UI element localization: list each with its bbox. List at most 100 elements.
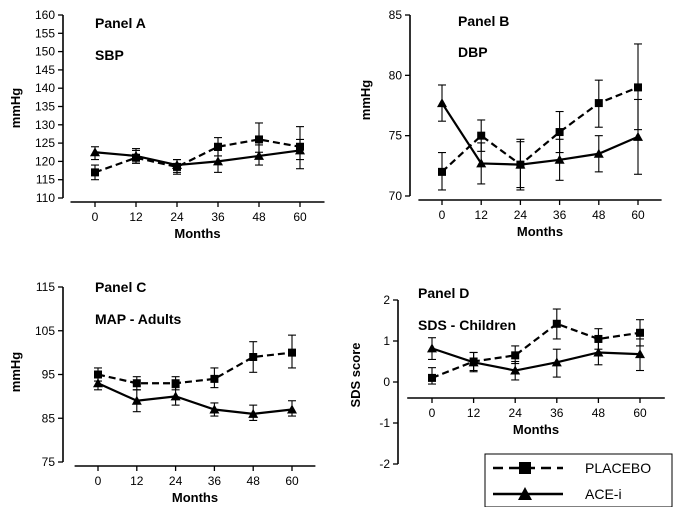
- y-tick-label: 155: [35, 26, 55, 40]
- panel-measure: SBP: [95, 47, 124, 63]
- panel-label: Panel D: [418, 285, 469, 301]
- data-point-square: [91, 168, 99, 177]
- x-tick-label: 60: [631, 208, 645, 222]
- y-tick-label: 150: [35, 45, 55, 59]
- data-point-square: [94, 370, 102, 379]
- legend-marker-square: [519, 462, 531, 474]
- x-tick-label: 24: [169, 474, 183, 488]
- y-tick-label: 85: [389, 8, 403, 22]
- data-point-triangle: [93, 378, 103, 388]
- data-point-square: [594, 99, 603, 108]
- series-line: [94, 138, 301, 174]
- x-tick-label: 12: [130, 474, 144, 488]
- chart-panel-0: 110 115 120 125 130 135 140 145 150 155 160 0 12 24 36…: [8, 8, 325, 241]
- legend: PLACEBO ACE-i: [484, 453, 673, 507]
- x-tick-label: 0: [439, 208, 446, 222]
- y-tick-label: 125: [35, 136, 55, 150]
- y-tick-label: 135: [35, 100, 55, 114]
- panel-measure: SDS - Children: [418, 317, 516, 333]
- panel-measure: DBP: [458, 44, 488, 60]
- y-tick-label: 95: [42, 368, 56, 382]
- panel-label: Panel C: [95, 279, 146, 295]
- x-axis-label: Months: [174, 226, 220, 241]
- x-tick-label: 12: [129, 210, 143, 224]
- x-tick-label: 60: [293, 210, 307, 224]
- data-point-triangle: [295, 145, 305, 155]
- series-line: [431, 322, 641, 379]
- x-axis-label: Months: [172, 490, 218, 505]
- chart-panel-1: 70 75 80 85 0 12 24 36 48 60 Months mmHg Panel B DBP: [358, 8, 662, 239]
- data-point-triangle: [554, 154, 565, 164]
- y-tick-label: 140: [35, 81, 55, 95]
- data-point-triangle: [510, 365, 521, 375]
- x-tick-label: 0: [95, 474, 102, 488]
- series-line: [431, 347, 641, 372]
- legend-label: ACE-i: [585, 486, 622, 502]
- y-tick-label: 0: [383, 375, 390, 389]
- x-tick-label: 36: [208, 474, 222, 488]
- series-line: [441, 86, 639, 173]
- data-point-triangle: [633, 131, 643, 141]
- y-axis-label: mmHg: [358, 80, 373, 121]
- panel-measure: MAP - Adults: [95, 311, 182, 327]
- y-tick-label: 115: [36, 280, 55, 294]
- data-point-triangle: [551, 357, 562, 367]
- y-tick-label: 75: [389, 129, 403, 143]
- data-point-square: [477, 131, 486, 140]
- y-tick-label: 75: [42, 455, 56, 469]
- x-tick-label: 48: [247, 474, 261, 488]
- data-point-triangle: [90, 147, 100, 157]
- data-point-square: [214, 142, 222, 151]
- data-point-triangle: [437, 98, 447, 108]
- series-ace-i: [93, 376, 297, 421]
- y-tick-label: 105: [35, 324, 55, 338]
- x-tick-label: 36: [550, 406, 564, 420]
- data-point-triangle: [515, 159, 526, 169]
- data-point-square: [552, 319, 561, 328]
- y-tick-label: 110: [36, 191, 55, 205]
- data-point-triangle: [209, 404, 220, 414]
- data-point-triangle: [476, 158, 487, 168]
- data-point-square: [288, 348, 296, 357]
- data-point-square: [132, 379, 141, 388]
- y-axis-label: SDS score: [348, 342, 363, 407]
- data-point-square: [249, 353, 258, 361]
- data-point-square: [511, 351, 520, 360]
- data-point-square: [555, 128, 564, 137]
- data-point-triangle: [131, 395, 142, 405]
- x-tick-label: 24: [514, 208, 528, 222]
- y-tick-label: 120: [35, 154, 55, 168]
- data-point-square: [210, 374, 219, 383]
- series-ace-i: [437, 84, 643, 189]
- x-tick-label: 36: [553, 208, 567, 222]
- y-tick-label: 160: [35, 8, 55, 22]
- series-placebo: [94, 334, 296, 391]
- y-tick-label: 70: [389, 189, 403, 203]
- x-tick-label: 48: [592, 406, 606, 420]
- x-axis-label: Months: [517, 224, 563, 239]
- y-tick-label: 2: [383, 293, 390, 307]
- series-placebo: [438, 43, 642, 191]
- y-axis-label: mmHg: [8, 352, 23, 393]
- panel-label: Panel A: [95, 15, 146, 31]
- legend-label: PLACEBO: [585, 460, 651, 476]
- y-tick-label: 130: [35, 118, 55, 132]
- y-tick-label: 85: [42, 411, 56, 425]
- series-line: [441, 102, 639, 166]
- x-tick-label: 48: [252, 210, 266, 224]
- legend-marker-triangle: [518, 487, 532, 500]
- x-tick-label: 48: [592, 208, 606, 222]
- series-line: [97, 351, 293, 385]
- x-tick-label: 36: [211, 210, 225, 224]
- series-ace-i: [90, 138, 305, 173]
- data-point-triangle: [131, 150, 141, 160]
- x-tick-label: 60: [285, 474, 299, 488]
- x-axis-label: Months: [513, 422, 559, 437]
- data-point-triangle: [172, 160, 182, 170]
- series-line: [97, 382, 293, 415]
- data-point-square: [438, 167, 446, 176]
- x-tick-label: 0: [429, 406, 436, 420]
- data-point-square: [255, 135, 263, 144]
